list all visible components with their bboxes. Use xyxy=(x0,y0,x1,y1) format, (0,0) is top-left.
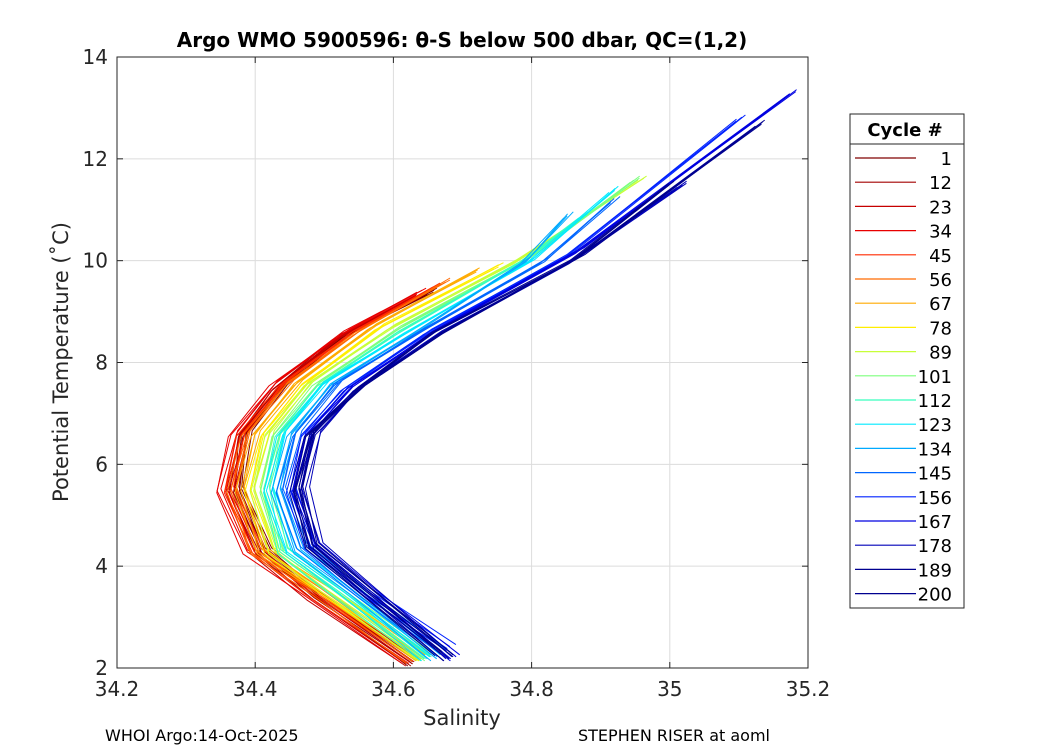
legend-label: 134 xyxy=(918,439,952,460)
legend-label: 1 xyxy=(941,149,952,170)
y-tick-label: 12 xyxy=(83,147,108,171)
series-line-cycle-145 xyxy=(281,200,612,655)
legend-label: 23 xyxy=(929,197,952,218)
legend-label: 78 xyxy=(929,318,952,339)
series-line-cycle-112 xyxy=(263,215,585,660)
y-tick-label: 8 xyxy=(95,351,108,375)
series-line-cycle-23 xyxy=(227,296,414,665)
footer-credit: STEPHEN RISER at aoml xyxy=(578,726,770,745)
legend-label: 67 xyxy=(929,294,952,315)
y-tick-label: 4 xyxy=(95,554,108,578)
x-tick-label: 35.2 xyxy=(786,677,831,701)
legend-label: 89 xyxy=(929,343,952,364)
legend-label: 34 xyxy=(929,222,952,243)
legend-label: 200 xyxy=(918,585,952,606)
x-axis-label: Salinity xyxy=(423,706,501,730)
legend-label: 112 xyxy=(918,391,952,412)
legend-label: 178 xyxy=(918,536,952,557)
legend-label: 167 xyxy=(918,512,952,533)
legend-label: 56 xyxy=(929,270,952,291)
series-line-cycle-56 xyxy=(235,279,451,660)
x-tick-label: 34.2 xyxy=(95,677,140,701)
series-line-cycle-56 xyxy=(230,281,446,662)
legend-label: 45 xyxy=(929,246,952,267)
y-tick-label: 6 xyxy=(95,452,108,476)
y-tick-label: 14 xyxy=(83,45,108,69)
legend-label: 145 xyxy=(918,464,952,485)
series-line-cycle-78 xyxy=(244,268,495,662)
y-tick-label: 10 xyxy=(83,249,108,273)
series-line-cycle-45 xyxy=(230,284,440,660)
legend-label: 12 xyxy=(929,173,952,194)
series-line-cycle-112 xyxy=(263,217,580,662)
series-line-cycle-45 xyxy=(223,288,431,664)
series-line-cycle-200 xyxy=(298,180,675,651)
x-tick-label: 34.4 xyxy=(233,677,278,701)
series-line-cycle-67 xyxy=(240,271,477,660)
y-ticks: 2 4 6 8 10 12 14 xyxy=(83,45,808,680)
series-line-cycle-200 xyxy=(298,182,670,653)
series-lines xyxy=(216,89,797,667)
chart-title: Argo WMO 5900596: θ-S below 500 dbar, QC… xyxy=(177,28,747,52)
x-ticks: 34.2 34.4 34.6 34.8 35 35.2 xyxy=(95,57,831,701)
x-tick-label: 35 xyxy=(657,677,682,701)
series-line-cycle-56 xyxy=(235,277,451,658)
legend: Cycle # 11223344556677889101112123134145… xyxy=(849,113,965,609)
x-tick-label: 34.6 xyxy=(371,677,416,701)
legend-entries: 1122334455667788910111212313414515616717… xyxy=(855,149,952,606)
legend-label: 123 xyxy=(918,415,952,436)
legend-title: Cycle # xyxy=(867,120,942,141)
series-line-cycle-67 xyxy=(243,267,480,656)
series-line-cycle-112 xyxy=(272,211,589,656)
legend-label: 156 xyxy=(918,488,952,509)
y-axis-label: Potential Temperature (˚C) xyxy=(49,222,73,502)
footer-source: WHOI Argo:14-Oct-2025 xyxy=(105,726,299,745)
y-tick-label: 2 xyxy=(95,656,108,680)
legend-label: 189 xyxy=(918,560,952,581)
series-line-cycle-67 xyxy=(243,269,478,658)
x-tick-label: 34.8 xyxy=(509,677,554,701)
legend-box xyxy=(849,113,965,609)
legend-label: 101 xyxy=(918,367,952,388)
